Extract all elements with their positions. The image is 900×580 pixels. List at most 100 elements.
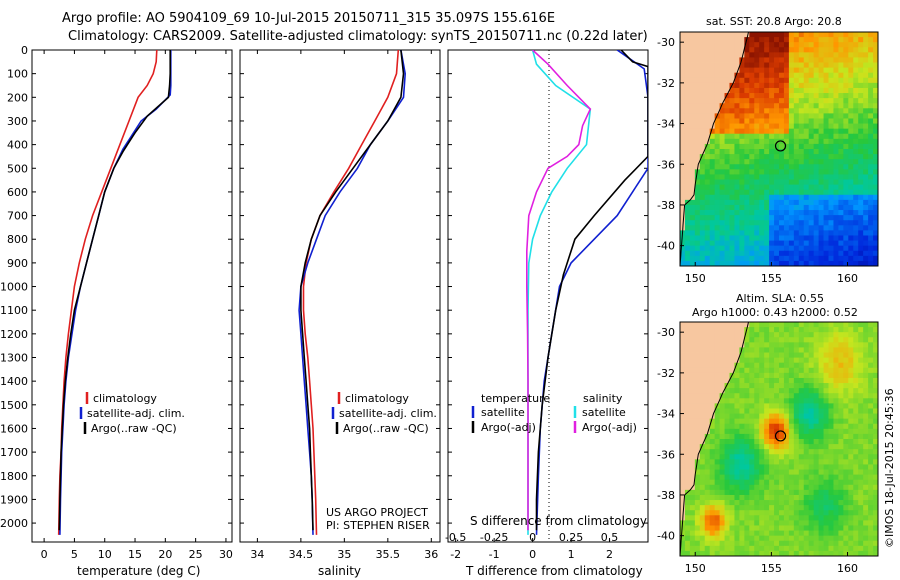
map-cell <box>774 77 780 84</box>
map-cell <box>719 154 725 160</box>
map-cell <box>858 377 864 384</box>
map-cell <box>793 123 800 130</box>
map-cell <box>833 327 839 333</box>
map-cell <box>783 367 790 374</box>
map-cell <box>868 159 874 165</box>
argo-position-marker <box>774 140 787 152</box>
map-cell <box>734 464 740 470</box>
map-cell <box>734 204 740 211</box>
map-cell <box>818 199 824 206</box>
map-cell <box>769 169 775 175</box>
map-cell <box>838 408 844 414</box>
map-cell <box>853 82 859 89</box>
map-cell <box>818 184 824 191</box>
map-cell <box>868 469 874 476</box>
map-cell <box>734 433 740 440</box>
map-cell <box>863 98 869 104</box>
map-cell <box>853 444 859 450</box>
map-cell <box>764 210 770 216</box>
map-cell <box>803 235 810 241</box>
map-cell <box>714 133 720 140</box>
map-cell <box>858 103 864 109</box>
map-cell <box>759 454 765 460</box>
map-cell <box>764 159 770 165</box>
map-cell <box>684 164 691 170</box>
map-cell <box>734 413 740 420</box>
map-cell <box>684 123 691 130</box>
map-cell <box>689 535 696 542</box>
map-cell <box>838 210 844 216</box>
map-cell <box>704 408 711 414</box>
map-cell <box>689 103 696 109</box>
map-cell <box>724 57 730 63</box>
map-cell <box>684 93 691 99</box>
map-cell <box>764 322 770 328</box>
map-cell <box>808 459 815 465</box>
map-cell <box>714 484 720 491</box>
map-cell <box>744 433 750 440</box>
map-cell <box>818 164 824 170</box>
map-cell <box>729 362 735 369</box>
map-cell <box>744 459 750 465</box>
map-cell <box>808 413 815 420</box>
x-tick-label-s: -0.5 <box>445 531 466 544</box>
map-cell <box>843 545 849 552</box>
map-cell <box>803 423 810 430</box>
map-cell <box>719 332 725 338</box>
map-cell <box>749 179 755 186</box>
map-cell <box>808 500 815 506</box>
map-cell <box>729 179 735 186</box>
map-cell <box>779 113 785 119</box>
map-cell <box>808 87 815 94</box>
map-cell <box>704 215 711 221</box>
map-cell <box>739 444 745 450</box>
map-cell <box>828 393 834 399</box>
map-cell <box>724 469 730 476</box>
map-cell <box>863 362 869 369</box>
map-cell <box>863 515 869 521</box>
map-cell <box>873 403 878 409</box>
map-cell <box>788 245 795 252</box>
map-cell <box>858 128 864 135</box>
map-cell <box>843 500 849 506</box>
map-cell <box>754 164 760 170</box>
map-cell <box>680 484 686 491</box>
map-cell <box>680 398 686 404</box>
map-cell <box>828 32 834 38</box>
map-cell <box>838 52 844 58</box>
map-cell <box>868 540 874 547</box>
depth-tick-label: 1600 <box>0 422 28 435</box>
map-cell <box>689 449 696 455</box>
sst-map-title: sat. SST: 20.8 Argo: 20.8 <box>706 15 842 28</box>
map-cell <box>868 332 874 338</box>
map-cell <box>704 255 711 262</box>
map-cell <box>729 72 735 79</box>
map-cell <box>759 515 765 521</box>
map-cell <box>699 469 706 476</box>
map-cell <box>694 474 701 481</box>
map-cell <box>808 484 815 491</box>
map-cell <box>838 204 844 211</box>
map-cell <box>699 210 706 216</box>
map-cell <box>788 322 795 328</box>
map-cell <box>779 67 785 74</box>
map-cell <box>689 352 696 359</box>
map-cell <box>838 530 844 537</box>
map-cell <box>754 500 760 506</box>
map-cell <box>709 113 716 119</box>
map-cell <box>749 240 755 247</box>
map-cell <box>873 225 878 231</box>
map-cell <box>729 367 735 374</box>
map-cell <box>858 408 864 414</box>
map-cell <box>873 388 878 394</box>
depth-tick-label: 800 <box>7 233 28 246</box>
map-cell <box>744 143 750 150</box>
map-cell <box>744 530 750 537</box>
map-cell <box>823 433 829 440</box>
map-cell <box>694 255 701 262</box>
map-cell <box>803 367 810 374</box>
map-cell <box>853 449 859 455</box>
map-cell <box>798 449 805 455</box>
map-cell <box>729 393 735 399</box>
map-cell <box>779 230 785 236</box>
